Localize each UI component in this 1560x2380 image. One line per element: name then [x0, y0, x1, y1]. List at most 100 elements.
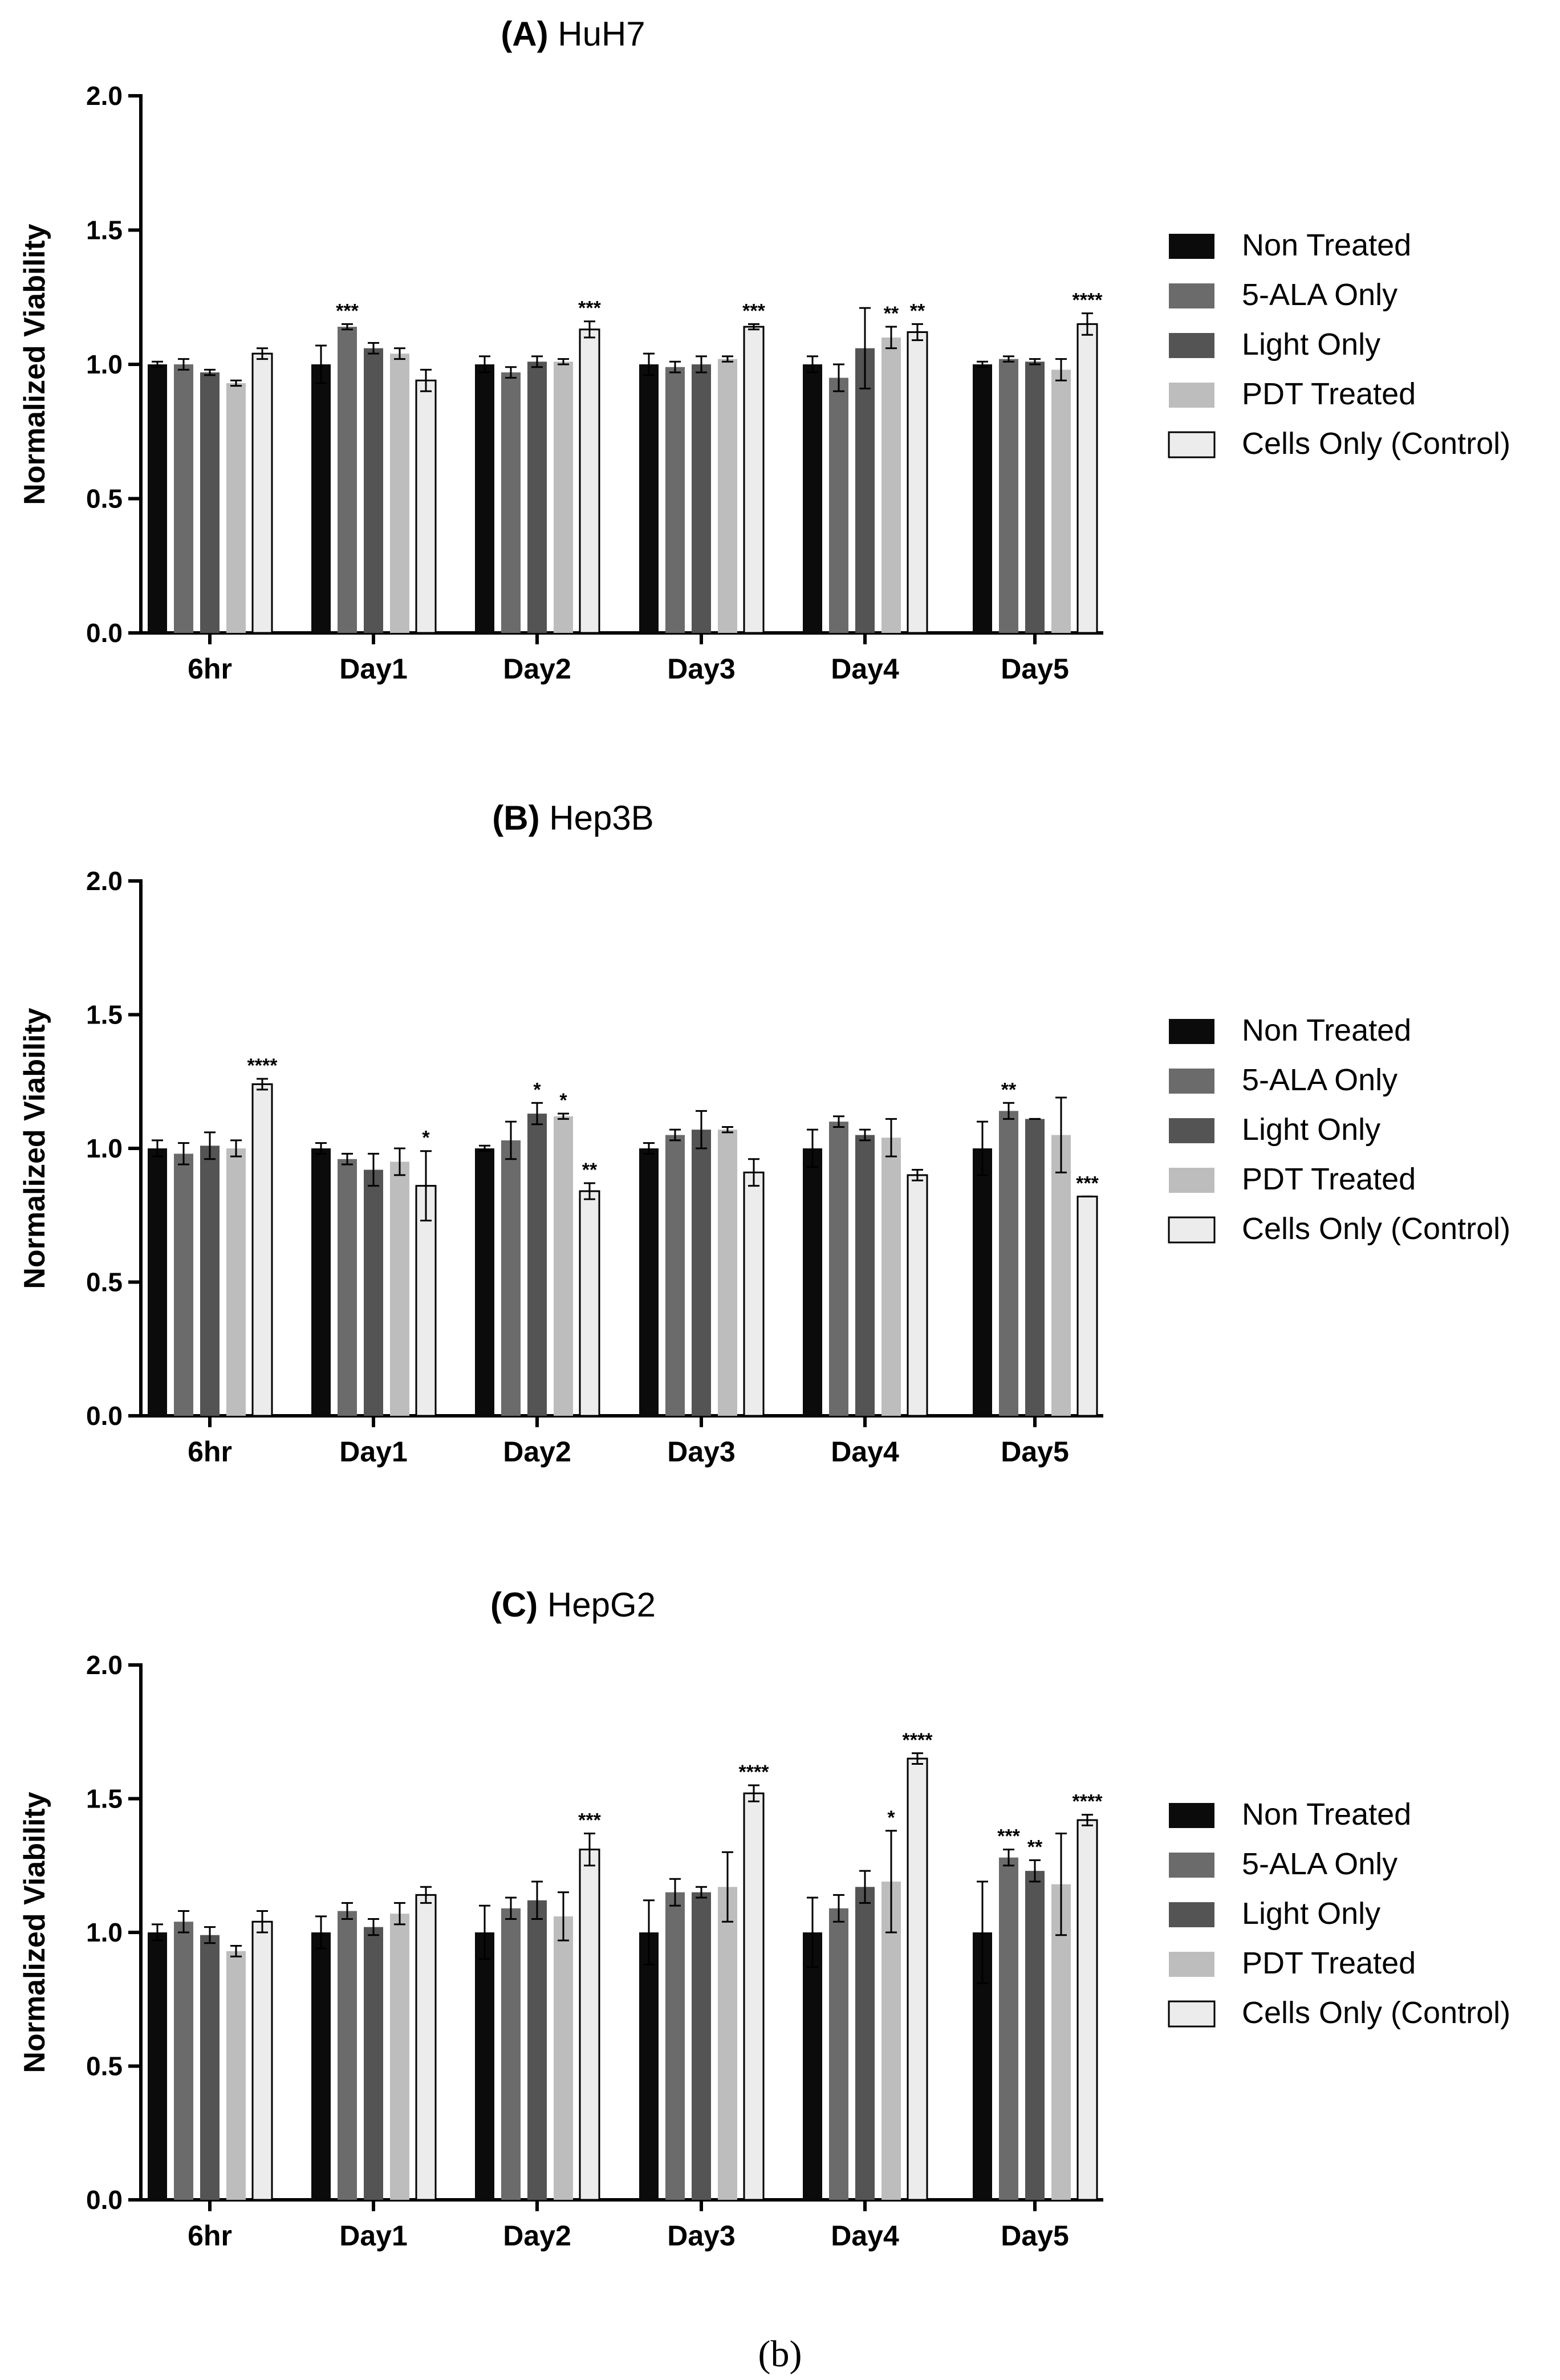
significance-label: **: [582, 1159, 598, 1181]
legend-swatch: [1169, 1019, 1214, 1044]
bar: [338, 1159, 357, 1416]
bar: [855, 1135, 875, 1416]
bar: [475, 364, 494, 633]
legend-label: Light Only: [1242, 1896, 1380, 1931]
bar: [251, 1083, 273, 1417]
x-tick-label: Day3: [667, 653, 736, 685]
bar: [743, 1792, 765, 2201]
y-tick-label: 2.0: [86, 81, 123, 111]
bar: [338, 1911, 357, 2200]
legend-swatch: [1169, 333, 1214, 358]
significance-label: ***: [742, 300, 765, 322]
bar: [579, 1190, 600, 1417]
bar: [973, 364, 992, 633]
legend-label: 5-ALA Only: [1242, 1847, 1398, 1881]
x-tick-label: Day1: [339, 653, 408, 685]
y-tick-label: 0.0: [86, 618, 123, 648]
legend-label: Light Only: [1242, 1112, 1380, 1147]
x-tick-label: Day1: [339, 2220, 408, 2252]
y-tick-label: 1.5: [86, 1784, 123, 1814]
x-tick-label: Day1: [339, 1436, 408, 1468]
x-tick-label: Day2: [503, 2220, 571, 2252]
bar: [665, 1135, 685, 1416]
legend-swatch: [1169, 1952, 1214, 1977]
bar: [639, 364, 659, 633]
legend-label: PDT Treated: [1242, 1946, 1416, 1980]
bar: [639, 1148, 659, 1416]
bar: [579, 328, 600, 634]
bar: [1051, 1884, 1071, 2200]
y-tick-label: 2.0: [86, 866, 123, 896]
bar: [829, 377, 848, 633]
legend-swatch: [1169, 283, 1214, 308]
chart-panel: (A) HuH7 Normalized Viability 0.0 0.5 1.0 1.5…: [18, 15, 1510, 685]
bar: [803, 364, 822, 633]
legend-label: Non Treated: [1242, 1797, 1411, 1831]
bar: [855, 348, 875, 633]
bar: [718, 359, 737, 633]
x-tick-label: Day5: [1001, 2220, 1069, 2252]
y-axis-label: Normalized Viability: [18, 1792, 51, 2073]
legend-label: Light Only: [1242, 327, 1380, 362]
bar: [1051, 1135, 1071, 1416]
chart-title-prefix: (A): [501, 15, 548, 53]
bar: [200, 1146, 220, 1416]
bar: [999, 1857, 1018, 2200]
legend-swatch: [1168, 431, 1216, 458]
chart-title-prefix: (C): [490, 1586, 538, 1624]
x-tick-label: Day2: [503, 653, 571, 685]
bar: [501, 372, 521, 633]
chart-panel: (C) HepG2 Normalized Viability 0.0 0.5 1.0 1.…: [18, 1586, 1510, 2252]
x-tick-label: Day5: [1001, 1436, 1069, 1468]
legend-swatch: [1169, 234, 1214, 259]
chart-title-name: HuH7: [549, 15, 645, 53]
bar: [311, 1148, 331, 1416]
bar: [475, 1932, 494, 2200]
bar: [692, 364, 711, 633]
bar: [718, 1887, 737, 2200]
legend-label: Non Treated: [1242, 1013, 1411, 1047]
bar: [907, 1757, 928, 2201]
bar: [364, 1169, 383, 1416]
bar: [803, 1148, 822, 1416]
x-tick-label: Day3: [667, 1436, 736, 1468]
chart-title: (A) HuH7: [501, 15, 645, 53]
bar: [364, 1927, 383, 2200]
bar: [829, 1908, 848, 2200]
bar: [665, 367, 685, 633]
significance-label: **: [910, 300, 925, 322]
x-tick-label: Day3: [667, 2220, 736, 2252]
figure-label: (b): [758, 2333, 802, 2375]
bar: [665, 1892, 685, 2200]
bar: [226, 383, 246, 633]
bar: [174, 1154, 193, 1416]
bar: [200, 372, 220, 633]
bar: [554, 1916, 573, 2200]
bar: [148, 364, 167, 633]
y-tick-label: 0.0: [86, 2185, 123, 2215]
legend-label: PDT Treated: [1242, 377, 1416, 411]
x-tick-label: 6hr: [188, 653, 232, 685]
legend-label: Cells Only (Control): [1242, 1996, 1510, 2030]
bar: [311, 364, 331, 633]
bar: [999, 359, 1018, 633]
bar: [881, 337, 901, 633]
x-tick-label: Day4: [831, 1436, 899, 1468]
legend-label: Non Treated: [1242, 228, 1411, 262]
significance-label: ***: [1076, 1172, 1099, 1194]
bar: [226, 1951, 246, 2200]
y-axis-label: Normalized Viability: [18, 1008, 51, 1289]
legend-label: 5-ALA Only: [1242, 1063, 1398, 1097]
legend-swatch: [1169, 1069, 1214, 1094]
bar: [1025, 1119, 1045, 1416]
legend-label: PDT Treated: [1242, 1162, 1416, 1196]
y-tick-label: 0.5: [86, 484, 123, 514]
legend-swatch: [1169, 383, 1214, 408]
significance-label: **: [884, 303, 899, 324]
x-tick-label: 6hr: [188, 1436, 232, 1468]
significance-label: ***: [578, 298, 601, 319]
bar: [174, 1922, 193, 2200]
bar: [743, 326, 765, 634]
significance-label: *: [887, 1807, 895, 1829]
